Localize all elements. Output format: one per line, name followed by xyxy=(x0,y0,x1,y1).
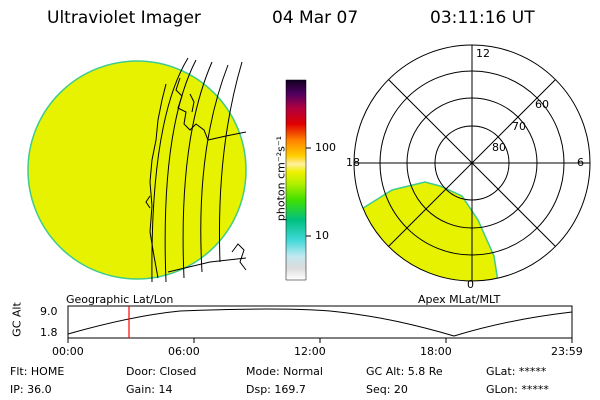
coastline xyxy=(231,243,247,271)
status-dsp: Dsp: 169.7 xyxy=(246,383,306,396)
altitude-plot xyxy=(67,305,573,343)
status-glat: GLat: ***** xyxy=(486,365,547,378)
apex-panel-label: Apex MLat/MLT xyxy=(418,293,501,306)
globe-disc xyxy=(27,60,247,280)
lat-label: 80 xyxy=(492,141,506,154)
altitude-ylabel: GC Alt xyxy=(10,302,24,337)
status-glon: GLon: ***** xyxy=(486,383,549,396)
altitude-ytick: 1.8 xyxy=(40,326,58,339)
status-door: Door: Closed xyxy=(126,365,197,378)
polar-plot xyxy=(353,44,591,282)
coastline xyxy=(167,257,247,273)
altitude-ytick: 9.0 xyxy=(40,305,58,318)
colorbar xyxy=(285,79,307,281)
colorbar-unit-label: photon cm⁻²s⁻¹ xyxy=(274,135,288,222)
mlt-label-dawn: 6 xyxy=(577,156,584,169)
altitude-curve xyxy=(67,308,573,337)
meridian-line xyxy=(182,61,213,279)
geographic-globe xyxy=(27,57,247,283)
coastline xyxy=(149,83,167,279)
altitude-xtick: 06:00 xyxy=(168,345,200,358)
status-mode: Mode: Normal xyxy=(246,365,323,378)
geographic-panel-label: Geographic Lat/Lon xyxy=(66,293,174,306)
time-label: 03:11:16 UT xyxy=(430,8,535,28)
status-seq: Seq: 20 xyxy=(366,383,408,396)
colorbar-tick-label: 100 xyxy=(315,141,336,154)
meridian-line xyxy=(164,59,197,283)
colorbar-tick-label: 10 xyxy=(315,229,329,242)
status-gain: Gain: 14 xyxy=(126,383,173,396)
coastline xyxy=(189,93,195,113)
mlt-label-midnight: 0 xyxy=(467,278,474,291)
date-label: 04 Mar 07 xyxy=(272,8,359,28)
status-gc-alt: GC Alt: 5.8 Re xyxy=(366,365,443,378)
altitude-xtick: 23:59 xyxy=(551,345,583,358)
status-flight: Flt: HOME xyxy=(10,365,65,378)
lat-label: 60 xyxy=(535,98,549,111)
altitude-xtick: 18:00 xyxy=(420,345,452,358)
instrument-title: Ultraviolet Imager xyxy=(47,8,201,28)
mlt-line xyxy=(388,79,556,247)
coastline xyxy=(175,77,247,141)
altitude-xtick: 00:00 xyxy=(52,345,84,358)
altitude-xtick: 12:00 xyxy=(294,345,326,358)
meridian-line xyxy=(200,64,229,273)
coastline xyxy=(145,195,151,209)
meridian-line xyxy=(218,61,243,263)
mlt-label-noon: 12 xyxy=(476,47,490,60)
status-ip: IP: 36.0 xyxy=(10,383,52,396)
mlt-label-dusk: 18 xyxy=(346,156,360,169)
lat-label: 70 xyxy=(512,120,526,133)
aurora-region xyxy=(354,181,499,281)
